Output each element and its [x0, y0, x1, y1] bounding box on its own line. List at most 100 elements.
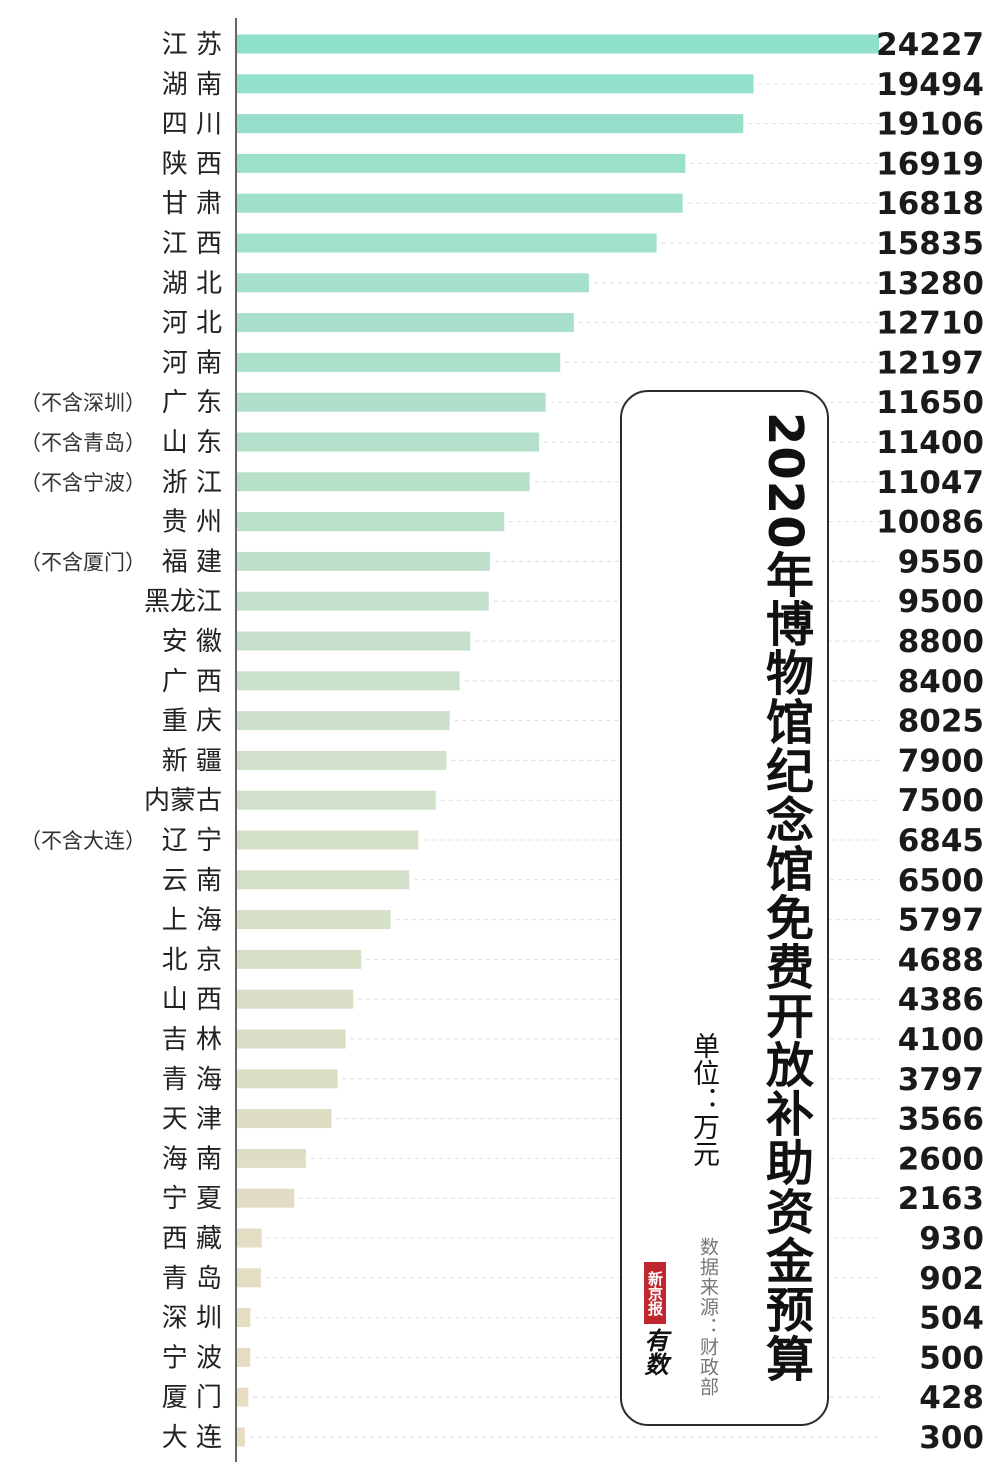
category-label: 宁 夏 [162, 1184, 222, 1214]
category-label: 新 疆 [162, 746, 222, 776]
category-label: 甘 肃 [162, 189, 222, 219]
bar [237, 233, 657, 253]
category-label: 湖 南 [162, 70, 222, 100]
category-label: 宁 波 [162, 1343, 222, 1373]
bar [237, 74, 754, 94]
bar [237, 1109, 332, 1129]
bar [237, 34, 879, 54]
bar [237, 512, 505, 532]
value-label: 16818 [876, 186, 984, 222]
chart-title: 2020年博物馆纪念馆免费开放补助资金预算 [757, 412, 813, 1383]
value-label: 2600 [898, 1141, 984, 1177]
category-note: （不含大连） [20, 829, 146, 853]
value-label: 11400 [876, 425, 984, 461]
value-label: 12710 [876, 306, 984, 342]
category-note: （不含宁波） [20, 471, 146, 495]
category-label: 辽 宁 [162, 826, 222, 856]
unit-label: 单位：万元 [688, 1032, 719, 1167]
category-labels: 江 苏湖 南四 川陕 西甘 肃江 西湖 北河 北河 南广 东 （不含深圳） 山 东 （… [20, 30, 222, 1453]
category-label: 青 海 [162, 1065, 222, 1095]
value-label: 2163 [898, 1181, 984, 1217]
value-label: 8025 [898, 704, 984, 740]
bar [237, 193, 683, 213]
bar [237, 1188, 295, 1208]
category-note: （不含青岛） [20, 431, 146, 455]
bar [237, 1347, 251, 1367]
category-label: 海 南 [162, 1144, 222, 1174]
value-label: 11047 [876, 465, 984, 501]
value-label: 19106 [876, 107, 984, 143]
value-label: 300 [919, 1420, 984, 1456]
category-label: 山 东 [162, 428, 222, 458]
category-label: 西 藏 [162, 1224, 222, 1254]
bar [237, 114, 744, 134]
value-label: 6845 [898, 823, 984, 859]
category-label: 上 海 [162, 906, 222, 936]
value-label: 5797 [898, 903, 984, 939]
category-label: 北 京 [162, 945, 222, 975]
bar [237, 631, 471, 651]
bar [237, 1228, 262, 1248]
value-label: 902 [919, 1261, 984, 1297]
bar [237, 870, 410, 890]
category-label: 河 北 [162, 309, 222, 339]
value-label: 4100 [898, 1022, 984, 1058]
bar [237, 352, 561, 372]
bar [237, 790, 436, 810]
bar [237, 949, 362, 969]
bar [237, 1308, 251, 1328]
bar [237, 750, 447, 770]
bar [237, 830, 419, 850]
category-note: （不含深圳） [20, 391, 146, 415]
bar [237, 392, 546, 412]
category-label: 河 南 [162, 348, 222, 378]
value-label: 930 [919, 1221, 984, 1257]
publisher-logo: 新京报 有数 [640, 1262, 680, 1402]
category-label: 安 徽 [162, 627, 222, 657]
bar [237, 910, 391, 930]
category-label: 青 岛 [162, 1264, 222, 1294]
category-label: 厦 门 [162, 1383, 222, 1413]
value-label: 15835 [876, 226, 984, 262]
bar [237, 1148, 306, 1168]
bars [237, 34, 879, 1447]
category-label: 浙 江 [162, 468, 222, 498]
logo-text: 有数 [640, 1328, 668, 1376]
bar [237, 472, 530, 492]
bar [237, 989, 354, 1009]
category-label: 江 西 [162, 229, 222, 259]
value-label: 12197 [876, 345, 984, 381]
value-label: 16919 [876, 146, 984, 182]
value-label: 4688 [898, 942, 984, 978]
value-label: 7500 [898, 783, 984, 819]
value-label: 24227 [876, 27, 984, 63]
logo-red-block: 新京报 [644, 1262, 666, 1324]
category-label: 重 庆 [162, 707, 222, 737]
category-label: 广 东 [162, 388, 222, 418]
bar [237, 1427, 245, 1447]
value-label: 8400 [898, 664, 984, 700]
category-label: 福 建 [162, 547, 222, 577]
value-label: 9500 [898, 584, 984, 620]
value-label: 11650 [876, 385, 984, 421]
bar [237, 1069, 338, 1089]
category-label: 吉 林 [162, 1025, 222, 1055]
category-label: 深 圳 [162, 1304, 222, 1334]
bar [237, 671, 460, 691]
value-label: 6500 [898, 863, 984, 899]
value-label: 500 [919, 1340, 984, 1376]
bar [237, 1387, 249, 1407]
bar [237, 591, 489, 611]
value-label: 3797 [898, 1062, 984, 1098]
value-label: 7900 [898, 743, 984, 779]
title-panel: 2020年博物馆纪念馆免费开放补助资金预算 单位：万元 数据来源：财政部 新京报… [620, 390, 829, 1426]
bar [237, 1029, 346, 1049]
source-label: 数据来源：财政部 [697, 1237, 719, 1397]
category-label: 贵 州 [162, 508, 222, 538]
value-label: 504 [919, 1301, 984, 1337]
value-label: 10086 [876, 505, 984, 541]
bar [237, 273, 589, 293]
value-label: 8800 [898, 624, 984, 660]
category-note: （不含厦门） [20, 550, 146, 574]
